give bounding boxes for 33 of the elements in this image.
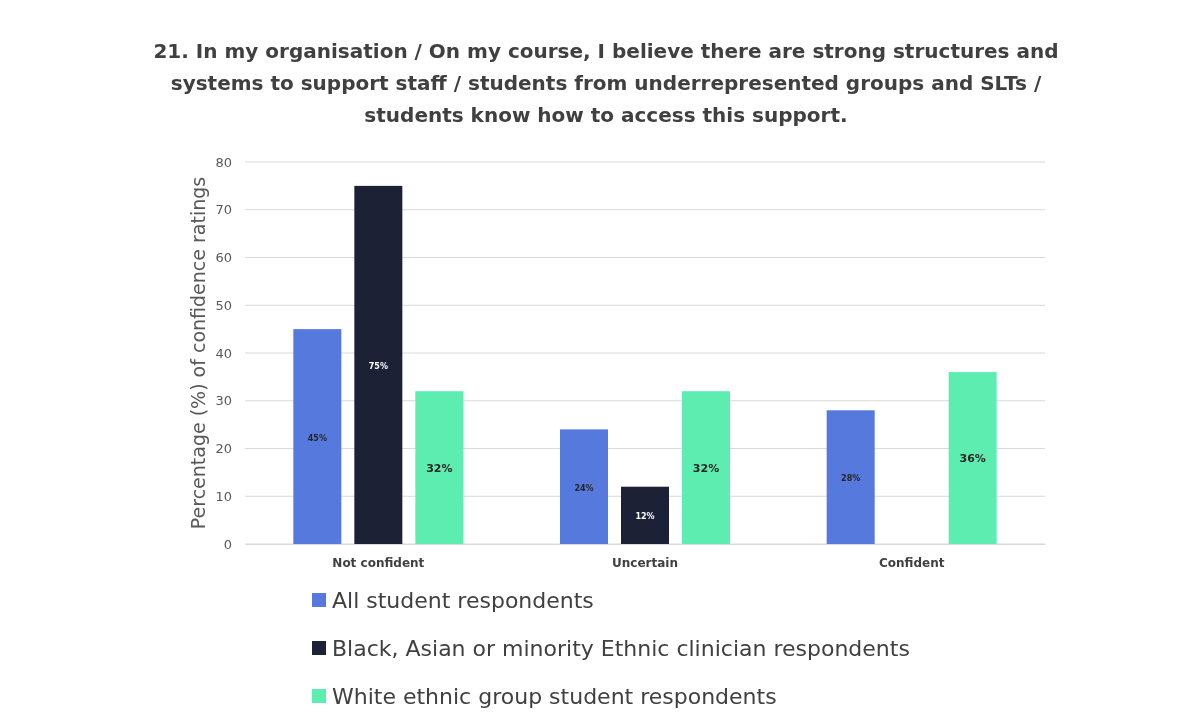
chart-title: 21. In my organisation / On my course, I believe there are strong structures and systems to support staff / students from underrepresented groups and SLTs / students know how to access this support. xyxy=(153,39,1059,127)
bar xyxy=(293,329,342,544)
legend-label: All student respondents xyxy=(332,588,594,613)
bar xyxy=(415,391,464,544)
x-tick-label: Uncertain xyxy=(612,555,678,570)
bar xyxy=(682,391,730,544)
data-label: 28% xyxy=(841,474,861,484)
data-label: 32% xyxy=(426,461,453,475)
data-label: 32% xyxy=(692,461,720,475)
y-tick-label: 70 xyxy=(215,202,232,218)
x-tick-label: Not confident xyxy=(332,555,425,570)
y-axis-title: Percentage (%) of confidence ratings xyxy=(187,176,209,530)
data-label: 36% xyxy=(959,452,986,466)
data-label: 24% xyxy=(574,483,594,493)
x-tick-label: Confident xyxy=(878,555,945,570)
y-tick-label: 0 xyxy=(223,536,232,552)
y-tick-label: 20 xyxy=(215,441,232,457)
bar xyxy=(826,410,875,544)
legend-label: White ethnic group student respondents xyxy=(332,684,777,709)
y-tick-label: 80 xyxy=(215,154,232,170)
y-tick-label: 50 xyxy=(215,297,232,313)
bar xyxy=(354,185,403,544)
y-tick-label: 30 xyxy=(215,393,232,409)
data-label: 12% xyxy=(635,512,655,522)
bar xyxy=(560,429,608,544)
y-tick-label: 40 xyxy=(215,345,232,361)
y-tick-label: 60 xyxy=(215,250,232,266)
bar xyxy=(621,486,669,544)
y-tick-label: 10 xyxy=(215,488,232,504)
bar xyxy=(948,372,997,544)
legend-label: Black, Asian or minority Ethnic clinician respondents xyxy=(332,636,910,661)
data-label: 45% xyxy=(307,433,327,443)
data-label: 75% xyxy=(368,361,388,371)
